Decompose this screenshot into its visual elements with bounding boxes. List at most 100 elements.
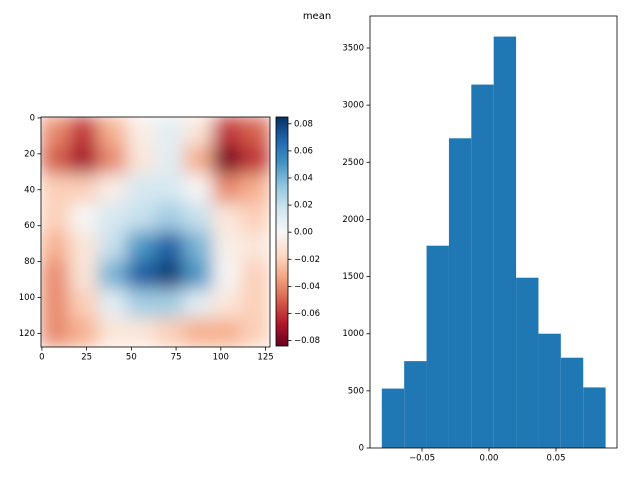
heatmap-cell xyxy=(126,117,156,147)
heatmap-cell xyxy=(41,117,71,147)
histogram-bar xyxy=(471,84,494,449)
y-tick-label: 100 xyxy=(19,293,35,303)
heatmap-cell xyxy=(240,260,270,290)
y-tick-label: 1500 xyxy=(342,272,364,282)
histogram-bar xyxy=(538,333,561,448)
heatmap-cell xyxy=(155,260,185,290)
y-tick-label: 80 xyxy=(24,257,35,267)
y-tick-label: 1000 xyxy=(342,329,364,339)
y-tick-label: 500 xyxy=(348,386,364,396)
heatmap-cell xyxy=(97,202,128,233)
heatmap-cell xyxy=(240,117,270,147)
heatmap-cell xyxy=(69,117,99,147)
heatmap-cell xyxy=(41,317,71,347)
colorbar-tick-label: 0.06 xyxy=(294,146,313,156)
heatmap-cell xyxy=(97,117,128,147)
colorbar-tick-label: 0.08 xyxy=(294,119,313,129)
histogram-bar xyxy=(516,277,539,448)
heatmap-cell xyxy=(126,174,156,204)
figure-title: mean xyxy=(303,11,331,22)
x-tick-label: 0.00 xyxy=(480,454,499,464)
colorbar-tick-label: −0.06 xyxy=(294,309,320,319)
heatmap-cell xyxy=(183,174,214,204)
heatmap-cell xyxy=(41,202,71,233)
x-tick-label: 25 xyxy=(81,353,92,363)
colorbar-tick-label: 0.04 xyxy=(294,173,313,183)
heatmap-cell xyxy=(126,231,156,262)
heatmap-cell xyxy=(183,317,214,347)
colorbar-tick-label: 0.02 xyxy=(294,201,313,211)
colorbar-tick-label: −0.08 xyxy=(294,336,320,346)
heatmap-cell xyxy=(69,317,99,347)
y-tick-label: 3000 xyxy=(342,101,364,111)
y-tick-label: 0 xyxy=(30,113,35,123)
heatmap-cell xyxy=(240,174,270,204)
x-tick-label: 0.05 xyxy=(547,454,566,464)
heatmap-cell xyxy=(183,260,214,290)
heatmap-cell xyxy=(41,289,71,319)
x-tick-label: −0.05 xyxy=(409,454,435,464)
colorbar-tick-label: 0.00 xyxy=(294,228,313,238)
y-tick-label: 60 xyxy=(24,221,35,231)
heatmap-cell xyxy=(212,260,242,290)
histogram-bar xyxy=(426,245,449,448)
heatmap-cell xyxy=(97,289,128,319)
heatmap-cell xyxy=(41,260,71,290)
heatmap-cell xyxy=(155,202,185,233)
heatmap-cells xyxy=(41,117,270,347)
heatmap-cell xyxy=(126,289,156,319)
heatmap-image xyxy=(41,117,270,347)
heatmap-cell xyxy=(97,174,128,204)
histogram-bar xyxy=(560,357,584,448)
heatmap-cell xyxy=(69,174,99,204)
heatmap-cell xyxy=(155,117,185,147)
histogram-bar xyxy=(583,387,606,448)
heatmap-cell xyxy=(212,145,242,175)
y-tick-label: 120 xyxy=(19,329,35,339)
heatmap-cell xyxy=(126,202,156,233)
heatmap-cell xyxy=(212,317,242,347)
y-tick-label: 2500 xyxy=(342,158,364,168)
colorbar-tick-label: −0.02 xyxy=(294,255,320,265)
histogram-bar xyxy=(448,138,472,449)
heatmap-cell xyxy=(183,289,214,319)
y-tick-label: 20 xyxy=(24,149,35,159)
heatmap-cell xyxy=(41,174,71,204)
heatmap-cell xyxy=(126,317,156,347)
heatmap-cell xyxy=(69,289,99,319)
heatmap-cell xyxy=(212,231,242,262)
heatmap-cell xyxy=(155,317,185,347)
heatmap-cell xyxy=(240,145,270,175)
heatmap-cell xyxy=(155,174,185,204)
heatmap-cell xyxy=(212,174,242,204)
heatmap-cell xyxy=(155,289,185,319)
y-tick-label: 0 xyxy=(359,444,364,454)
heatmap-cell xyxy=(69,231,99,262)
x-tick-label: 0 xyxy=(39,353,44,363)
heatmap-cell xyxy=(97,317,128,347)
x-tick-label: 100 xyxy=(213,353,229,363)
heatmap-cell xyxy=(183,145,214,175)
x-tick-label: 50 xyxy=(126,353,137,363)
heatmap-cell xyxy=(240,202,270,233)
histogram-bar xyxy=(493,36,517,448)
heatmap-cell xyxy=(155,145,185,175)
heatmap-cell xyxy=(212,202,242,233)
heatmap-cell xyxy=(41,231,71,262)
heatmap-cell xyxy=(183,231,214,262)
heatmap-cell xyxy=(212,289,242,319)
histogram-bar xyxy=(404,361,427,448)
heatmap-cell xyxy=(69,202,99,233)
heatmap-cell xyxy=(97,231,128,262)
y-tick-label: 3500 xyxy=(342,44,364,54)
heatmap-cell xyxy=(97,145,128,175)
heatmap-cell xyxy=(69,145,99,175)
x-tick-label: 75 xyxy=(171,353,182,363)
y-tick-label: 40 xyxy=(24,185,35,195)
heatmap-cell xyxy=(97,260,128,290)
axes-frame xyxy=(40,116,271,348)
heatmap-cell xyxy=(240,289,270,319)
heatmap-cell xyxy=(155,231,185,262)
heatmap-cell xyxy=(126,145,156,175)
